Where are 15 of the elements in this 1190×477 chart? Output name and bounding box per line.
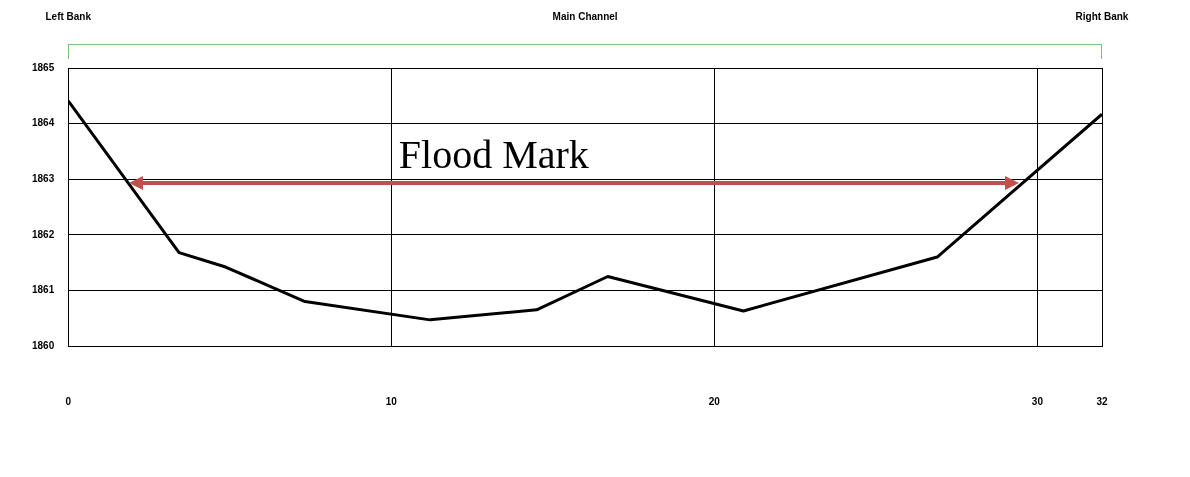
series-label: Flood Mark: [398, 131, 589, 177]
y-tick-label: 1863: [32, 172, 55, 184]
y-tick-label: 1864: [32, 117, 55, 129]
x-tick-label: 0: [65, 395, 72, 407]
y-tick-label: 1860: [32, 339, 55, 351]
text: Main Channel: [552, 10, 618, 22]
y-tick-label: 1862: [32, 228, 55, 240]
text: Left Bank: [45, 10, 92, 22]
x-tick-label: 20: [708, 395, 721, 407]
x-tick-label: 30: [1031, 395, 1044, 407]
y-tick-label: 1865: [32, 61, 55, 73]
y-tick-label: 1861: [32, 284, 55, 296]
text: Right Bank: [1075, 10, 1129, 22]
x-tick-label: 32: [1096, 395, 1108, 407]
x-tick-label: 10: [385, 395, 398, 407]
